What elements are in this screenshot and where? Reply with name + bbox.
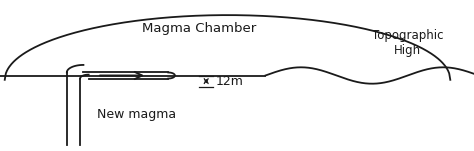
Text: Topographic
High: Topographic High [372, 29, 443, 57]
Text: New magma: New magma [97, 108, 176, 121]
Text: Magma Chamber: Magma Chamber [142, 22, 256, 35]
Text: 12m: 12m [216, 75, 244, 88]
